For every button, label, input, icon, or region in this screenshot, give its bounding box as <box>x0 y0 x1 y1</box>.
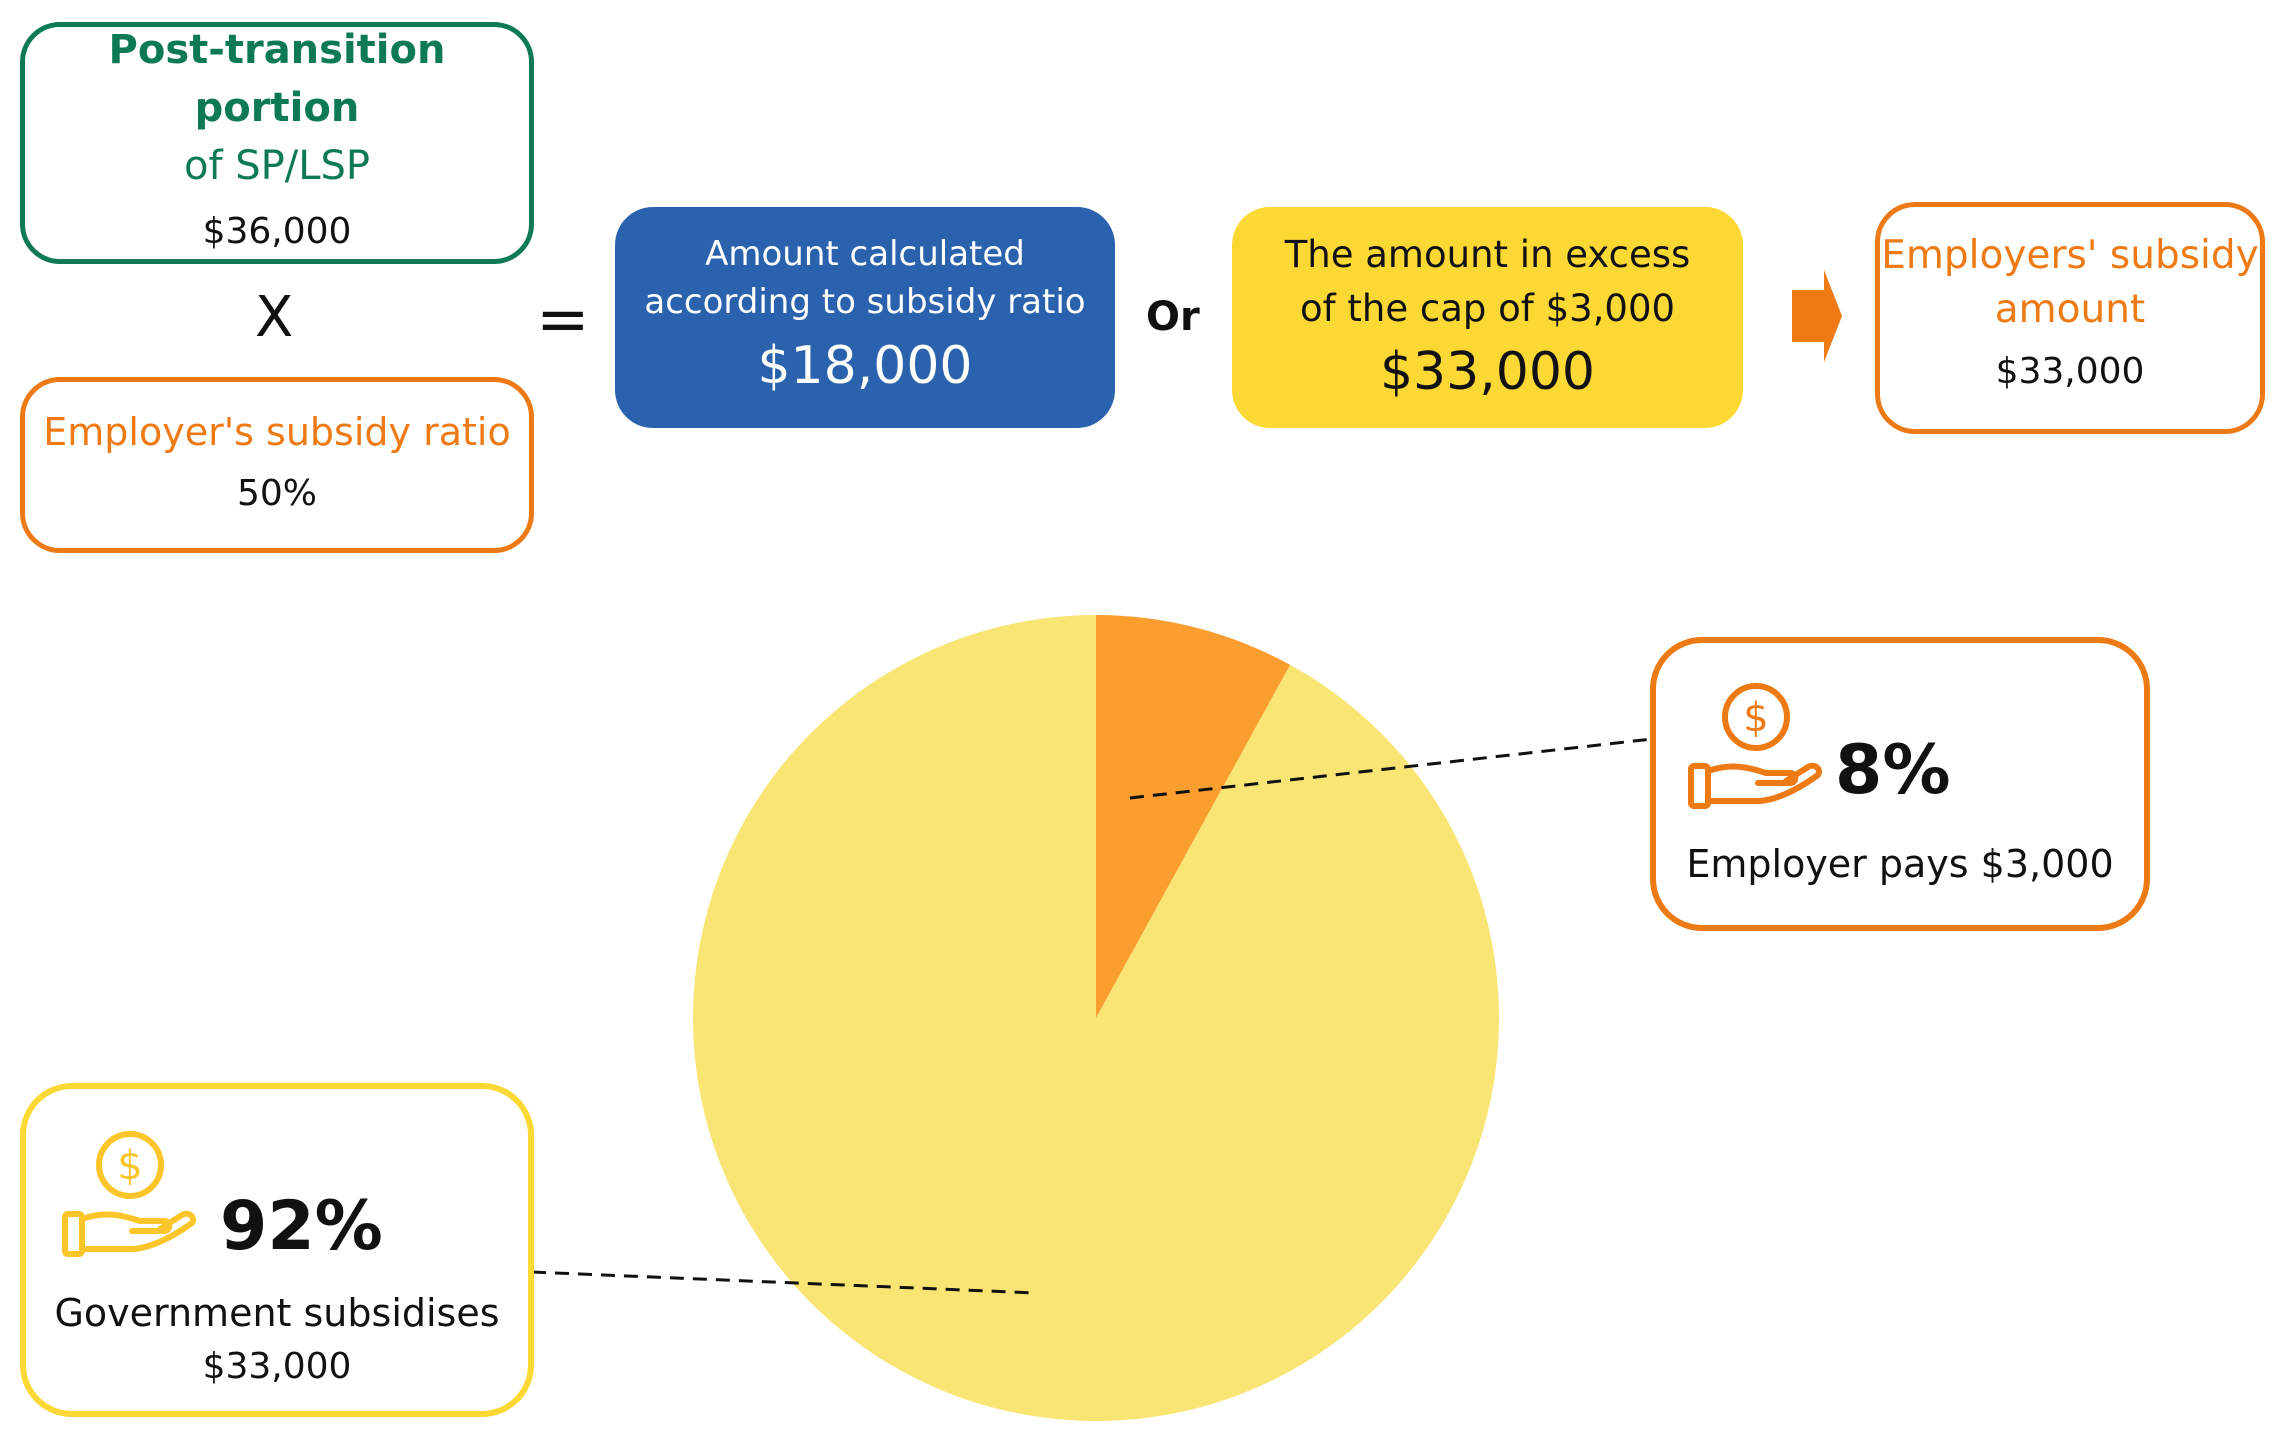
excess-amount-box: The amount in excess of the cap of $3,00… <box>1232 207 1743 428</box>
government-line2: $33,000 <box>202 1346 352 1387</box>
arrow-right-icon <box>1790 268 1844 364</box>
portion-title: Post-transition portion <box>108 27 446 131</box>
portion-value: $36,000 <box>202 211 352 252</box>
equals-sign: = <box>536 283 590 357</box>
employer-percent: 8% <box>1835 731 1951 810</box>
pie-slice-government <box>693 615 1499 1421</box>
employer-leader-line <box>1129 737 1653 800</box>
svg-text:$: $ <box>117 1143 142 1189</box>
calculated-value: $18,000 <box>757 335 973 396</box>
result-value: $33,000 <box>1995 351 2145 392</box>
government-line1: Government subsidises <box>54 1291 500 1335</box>
result-line2: amount <box>1994 287 2146 332</box>
employers-subsidy-amount-box: Employers' subsidy amount $33,000 <box>1875 202 2265 434</box>
portion-subtitle: of SP/LSP <box>183 143 371 189</box>
employer-callout: $ 8% Employer pays $3,000 <box>1650 637 2150 931</box>
calculated-line2: according to subsidy ratio <box>644 281 1086 322</box>
excess-value: $33,000 <box>1379 341 1596 402</box>
ratio-value: 50% <box>236 473 317 514</box>
ratio-title: Employer's subsidy ratio <box>43 410 511 454</box>
government-percent: 92% <box>220 1187 383 1266</box>
government-callout: $ 92% Government subsidises $33,000 <box>20 1083 534 1417</box>
employer-text: Employer pays $3,000 <box>1686 842 2114 886</box>
excess-line1: The amount in excess <box>1284 232 1691 276</box>
multiply-sign: X <box>255 285 294 350</box>
government-leader-line <box>531 1270 1037 1295</box>
or-label: Or <box>1146 294 1200 340</box>
result-line1: Employers' subsidy <box>1881 233 2259 278</box>
calculated-line1: Amount calculated <box>705 233 1025 274</box>
dollar-hand-icon: $ <box>60 1129 200 1259</box>
svg-text:$: $ <box>1743 695 1768 741</box>
pie-slice-employer <box>1096 615 1291 1018</box>
excess-line2: of the cap of $3,000 <box>1299 286 1676 330</box>
post-transition-portion-box: Post-transition portion of SP/LSP $36,00… <box>20 22 534 264</box>
subsidy-ratio-box: Employer's subsidy ratio 50% <box>20 377 534 553</box>
calculated-amount-box: Amount calculated according to subsidy r… <box>615 207 1115 428</box>
dollar-hand-icon: $ <box>1686 681 1826 811</box>
